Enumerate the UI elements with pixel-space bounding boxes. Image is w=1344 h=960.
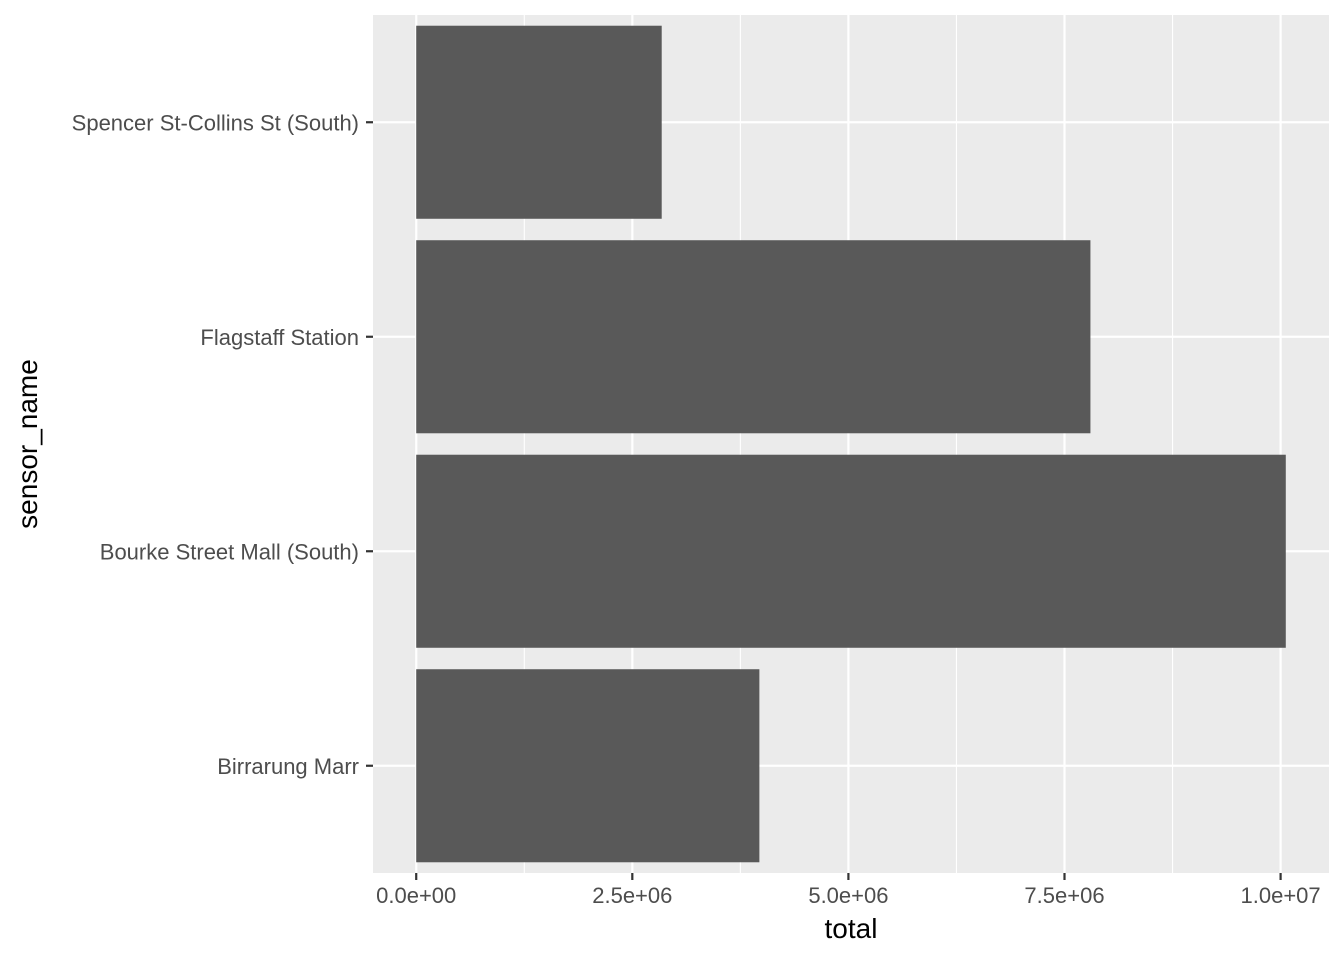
bar: [416, 240, 1091, 434]
y-tick-label: Spencer St-Collins St (South): [72, 110, 359, 135]
bar: [416, 454, 1286, 648]
x-tick-label: 5.0e+06: [808, 883, 888, 908]
x-tick-label: 1.0e+07: [1241, 883, 1321, 908]
y-tick-label: Bourke Street Mall (South): [100, 539, 359, 564]
x-tick-label: 0.0e+00: [376, 883, 456, 908]
x-axis: 0.0e+00 2.5e+06 5.0e+06 7.5e+06 1.0e+07: [376, 873, 1321, 908]
x-tick-label: 7.5e+06: [1024, 883, 1104, 908]
bar: [416, 25, 662, 219]
y-axis: Birrarung Marr Bourke Street Mall (South)…: [72, 110, 373, 779]
bars: [416, 25, 1286, 863]
y-tick-label: Birrarung Marr: [217, 754, 359, 779]
x-axis-title: total: [825, 913, 878, 944]
y-axis-title: sensor_name: [12, 359, 43, 529]
bar: [416, 669, 760, 863]
y-tick-label: Flagstaff Station: [200, 325, 359, 350]
x-tick-label: 2.5e+06: [592, 883, 672, 908]
